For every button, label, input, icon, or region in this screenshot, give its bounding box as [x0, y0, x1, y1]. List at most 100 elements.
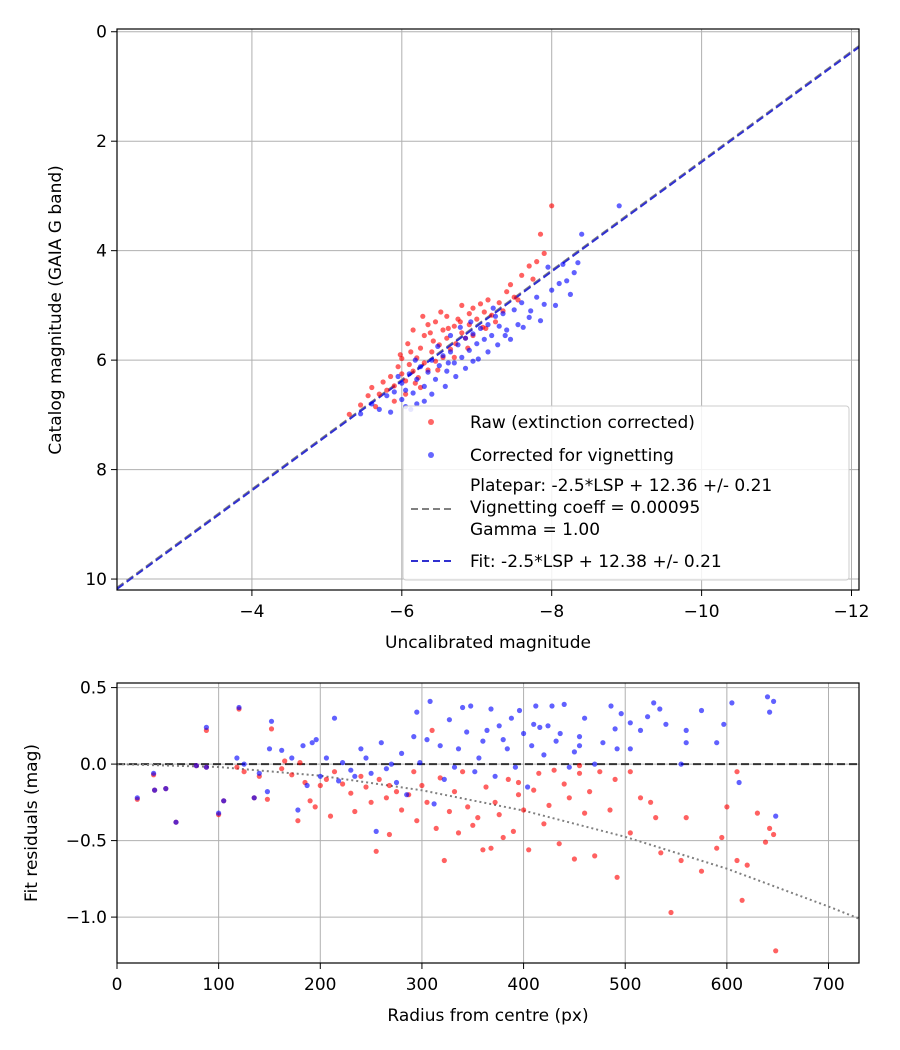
- top-point: [395, 373, 401, 380]
- bottom-point: [508, 715, 514, 721]
- top-point: [406, 361, 412, 368]
- bottom-y-tick-label: 0.5: [80, 679, 107, 699]
- top-point: [571, 270, 577, 276]
- bottom-point: [451, 764, 458, 770]
- top-point: [455, 342, 461, 348]
- bottom-point: [417, 760, 423, 766]
- bottom-point: [399, 807, 405, 813]
- bottom-point: [368, 799, 374, 805]
- bottom-point: [460, 704, 466, 711]
- bottom-point: [216, 810, 222, 816]
- top-point: [474, 316, 480, 322]
- bottom-x-axis-label: Radius from centre (px): [387, 1006, 588, 1026]
- bottom-point: [724, 804, 730, 810]
- bottom-axes-frame: [116, 682, 860, 964]
- bottom-point: [771, 698, 777, 705]
- bottom-point: [658, 850, 664, 856]
- bottom-point: [433, 825, 439, 832]
- top-point: [421, 332, 427, 339]
- top-point: [459, 302, 465, 308]
- bottom-point: [323, 755, 329, 761]
- bottom-point: [304, 782, 310, 789]
- top-point: [417, 345, 424, 351]
- bottom-point: [607, 807, 613, 813]
- top-point: [405, 341, 411, 347]
- top-point: [485, 349, 491, 355]
- bottom-x-tick-label: 500: [609, 975, 641, 995]
- top-point: [376, 391, 382, 397]
- bottom-point: [441, 857, 447, 864]
- bottom-point: [698, 707, 705, 714]
- bottom-point: [592, 853, 598, 859]
- bottom-point: [297, 760, 303, 766]
- bottom-point: [327, 813, 334, 819]
- bottom-point: [163, 786, 169, 792]
- bottom-point: [771, 831, 777, 838]
- top-point: [445, 360, 451, 366]
- bottom-point: [545, 723, 551, 729]
- bottom-grid: [116, 683, 859, 963]
- bottom-point: [234, 755, 240, 761]
- bottom-point: [193, 763, 199, 769]
- top-point: [384, 393, 390, 399]
- bottom-point: [363, 784, 369, 790]
- bottom-point: [612, 726, 618, 732]
- top-y-tick-label: 8: [96, 461, 107, 481]
- bottom-point: [566, 795, 572, 801]
- top-point: [388, 409, 394, 415]
- top-y-tick-label: 2: [96, 132, 107, 152]
- bottom-point: [627, 746, 633, 752]
- top-point: [429, 357, 435, 363]
- top-point: [470, 358, 476, 364]
- top-y-tick-label: 6: [96, 351, 107, 371]
- top-point: [414, 401, 420, 407]
- bottom-plot-area: [117, 694, 859, 954]
- legend-corrected-label: Corrected for vignetting: [470, 446, 674, 466]
- bottom-point: [618, 711, 624, 717]
- top-point: [391, 383, 397, 389]
- bottom-point: [492, 773, 498, 779]
- bottom-point: [500, 737, 506, 743]
- top-point: [412, 357, 418, 363]
- top-point: [417, 364, 424, 370]
- top-point: [511, 294, 517, 300]
- top-point: [440, 327, 446, 333]
- bottom-point: [627, 769, 633, 775]
- bottom-x-tick-label: 200: [304, 975, 336, 995]
- bottom-point: [441, 776, 447, 783]
- bottom-point: [414, 818, 420, 824]
- bottom-point: [566, 764, 572, 770]
- bottom-point: [373, 848, 379, 854]
- top-point: [616, 203, 622, 209]
- bottom-point: [734, 769, 740, 775]
- bottom-point: [683, 815, 689, 821]
- bottom-point: [614, 874, 620, 880]
- top-chart: −4 −6 −8 −10 −12 0 2 4 6 8 10 Uncalibrated magnit…: [46, 23, 869, 653]
- bottom-point: [504, 746, 510, 752]
- bottom-point: [714, 740, 720, 746]
- top-x-tick-label: −6: [389, 602, 414, 622]
- bottom-point: [561, 781, 567, 787]
- top-point: [457, 324, 463, 330]
- top-point: [410, 368, 416, 374]
- legend-platepar-line-1: Platepar: -2.5*LSP + 12.36 +/- 0.21: [470, 476, 772, 496]
- top-point: [462, 335, 469, 341]
- top-point: [429, 391, 435, 397]
- legend-raw-label: Raw (extinction corrected): [470, 413, 695, 433]
- bottom-point: [648, 799, 654, 805]
- top-point: [526, 314, 532, 320]
- legend-box: [402, 405, 850, 581]
- top-point: [369, 401, 375, 407]
- bottom-point: [378, 740, 384, 746]
- bottom-point: [719, 834, 725, 841]
- bottom-point: [424, 737, 430, 743]
- bottom-point: [282, 758, 288, 764]
- bottom-point: [256, 770, 262, 776]
- bottom-point: [393, 779, 400, 786]
- bottom-point: [368, 770, 374, 776]
- bottom-point: [767, 825, 773, 832]
- bottom-point: [678, 761, 684, 767]
- top-point: [556, 280, 562, 287]
- bottom-point: [576, 734, 583, 740]
- bottom-point: [340, 781, 346, 787]
